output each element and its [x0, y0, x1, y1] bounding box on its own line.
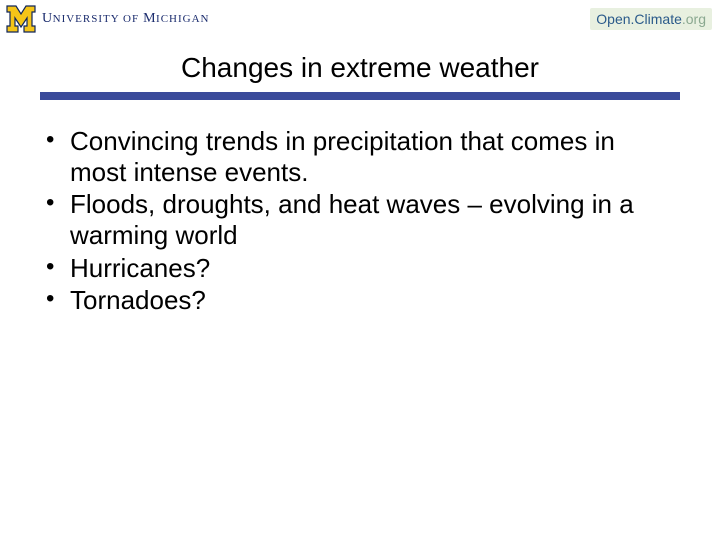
title-block: Changes in extreme weather [0, 52, 720, 100]
slide: UNIVERSITY OF MICHIGAN Open.Climate.org … [0, 0, 720, 540]
list-item: Convincing trends in precipitation that … [40, 126, 660, 187]
title-underline [40, 92, 680, 100]
university-logo: UNIVERSITY OF MICHIGAN [6, 5, 210, 33]
university-name: UNIVERSITY OF MICHIGAN [42, 11, 210, 27]
list-item: Hurricanes? [40, 253, 660, 284]
content-area: Convincing trends in precipitation that … [0, 126, 720, 316]
block-m-icon [6, 5, 36, 33]
bullet-list: Convincing trends in precipitation that … [40, 126, 660, 316]
openclimate-logo: Open.Climate.org [590, 8, 712, 30]
list-item: Floods, droughts, and heat waves – evolv… [40, 189, 660, 250]
list-item: Tornadoes? [40, 285, 660, 316]
slide-title: Changes in extreme weather [0, 52, 720, 84]
header-bar: UNIVERSITY OF MICHIGAN Open.Climate.org [0, 0, 720, 38]
